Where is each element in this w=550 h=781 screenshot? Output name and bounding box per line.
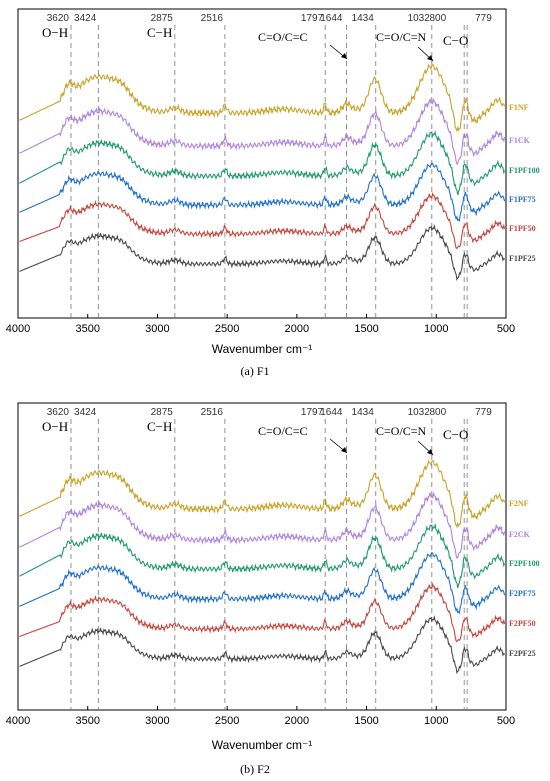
series-label-f1nf: F1NF [509, 103, 529, 112]
annotation-3: C=O/C=N [376, 30, 427, 44]
series-line-f1pf100 [19, 129, 506, 196]
peak-label-2516: 2516 [201, 407, 224, 418]
x-axis-label: Wavenumber cm⁻¹ [212, 342, 313, 356]
panel-caption: (b) F2 [240, 762, 270, 776]
series-line-f1pf75 [19, 162, 506, 222]
x-tick-label: 3000 [145, 715, 169, 727]
series-label-f2pf50: F2PF50 [509, 619, 536, 628]
annotation-0: O−H [42, 25, 68, 40]
annotation-0: O−H [42, 419, 68, 434]
series-line-f2pf100 [19, 522, 506, 589]
series-label-f2pf75: F2PF75 [509, 589, 536, 598]
peak-label-3620: 3620 [47, 407, 70, 418]
peak-label-1797: 1797 [301, 407, 324, 418]
series-label-f2ck: F2CK [509, 530, 531, 539]
plot-frame [17, 402, 507, 711]
annotation-2: C=O/C=C [258, 30, 308, 44]
x-tick-label: 3500 [75, 323, 99, 335]
series-label-f2nf: F2NF [509, 499, 529, 508]
peak-label-3424: 3424 [74, 407, 97, 418]
peak-label-2516: 2516 [201, 13, 224, 24]
annotation-4: C−O [443, 427, 468, 442]
x-tick-label: 1500 [354, 323, 378, 335]
annotation-1: C−H [147, 419, 172, 434]
x-tick-label: 2500 [215, 323, 239, 335]
x-tick-label: 4000 [6, 715, 30, 727]
series-label-f1pf25: F1PF25 [509, 254, 536, 263]
series-line-f2pf75 [19, 552, 506, 615]
series-line-f1pf50 [19, 191, 506, 250]
series-line-f1ck [19, 98, 506, 165]
annotation-arrowhead-cc [341, 53, 347, 59]
series-line-f1pf25 [19, 224, 506, 282]
peak-label-2875: 2875 [151, 13, 174, 24]
peak-label-1032: 1032 [408, 13, 431, 24]
series-line-f2ck [19, 492, 506, 559]
annotation-3: C=O/C=N [376, 424, 427, 438]
x-tick-label: 2000 [285, 323, 309, 335]
peak-label-779: 779 [475, 13, 492, 24]
series-label-f2pf100: F2PF100 [509, 559, 540, 568]
x-tick-label: 3500 [75, 715, 99, 727]
peak-label-800: 800 [429, 13, 446, 24]
annotation-arrowhead-cn [427, 449, 433, 455]
x-tick-label: 1500 [354, 715, 378, 727]
annotation-arrowhead-cc [341, 447, 347, 453]
annotation-1: C−H [147, 25, 172, 40]
annotation-arrowhead-cn [427, 55, 433, 61]
x-tick-label: 500 [497, 715, 515, 727]
peak-label-1644: 1644 [320, 13, 343, 24]
peak-label-800: 800 [429, 407, 446, 418]
series-line-f2pf25 [19, 615, 506, 675]
peak-label-1434: 1434 [352, 13, 375, 24]
x-tick-label: 1000 [424, 715, 448, 727]
peak-label-1434: 1434 [352, 407, 375, 418]
annotation-2: C=O/C=C [258, 424, 308, 438]
series-label-f1ck: F1CK [509, 136, 531, 145]
x-tick-label: 3000 [145, 323, 169, 335]
annotation-4: C−O [443, 33, 468, 48]
x-tick-label: 4000 [6, 323, 30, 335]
series-line-f1nf [19, 63, 506, 133]
x-tick-label: 500 [497, 323, 515, 335]
peak-label-3620: 3620 [47, 13, 70, 24]
peak-label-1032: 1032 [408, 407, 431, 418]
x-tick-label: 2000 [285, 715, 309, 727]
panel-caption: (a) F1 [241, 364, 270, 378]
series-label-f1pf50: F1PF50 [509, 224, 536, 233]
x-tick-label: 2500 [215, 715, 239, 727]
x-tick-label: 1000 [424, 323, 448, 335]
series-label-f2pf25: F2PF25 [509, 649, 536, 658]
peak-label-3424: 3424 [74, 13, 97, 24]
series-label-f1pf75: F1PF75 [509, 195, 536, 204]
peak-label-2875: 2875 [151, 407, 174, 418]
series-label-f1pf100: F1PF100 [509, 166, 540, 175]
x-axis-label: Wavenumber cm⁻¹ [212, 738, 313, 752]
series-line-f2pf50 [19, 582, 506, 643]
peak-label-1644: 1644 [320, 407, 343, 418]
peak-label-1797: 1797 [301, 13, 324, 24]
series-line-f2nf [19, 459, 506, 529]
plot-frame [17, 8, 507, 319]
peak-label-779: 779 [475, 407, 492, 418]
